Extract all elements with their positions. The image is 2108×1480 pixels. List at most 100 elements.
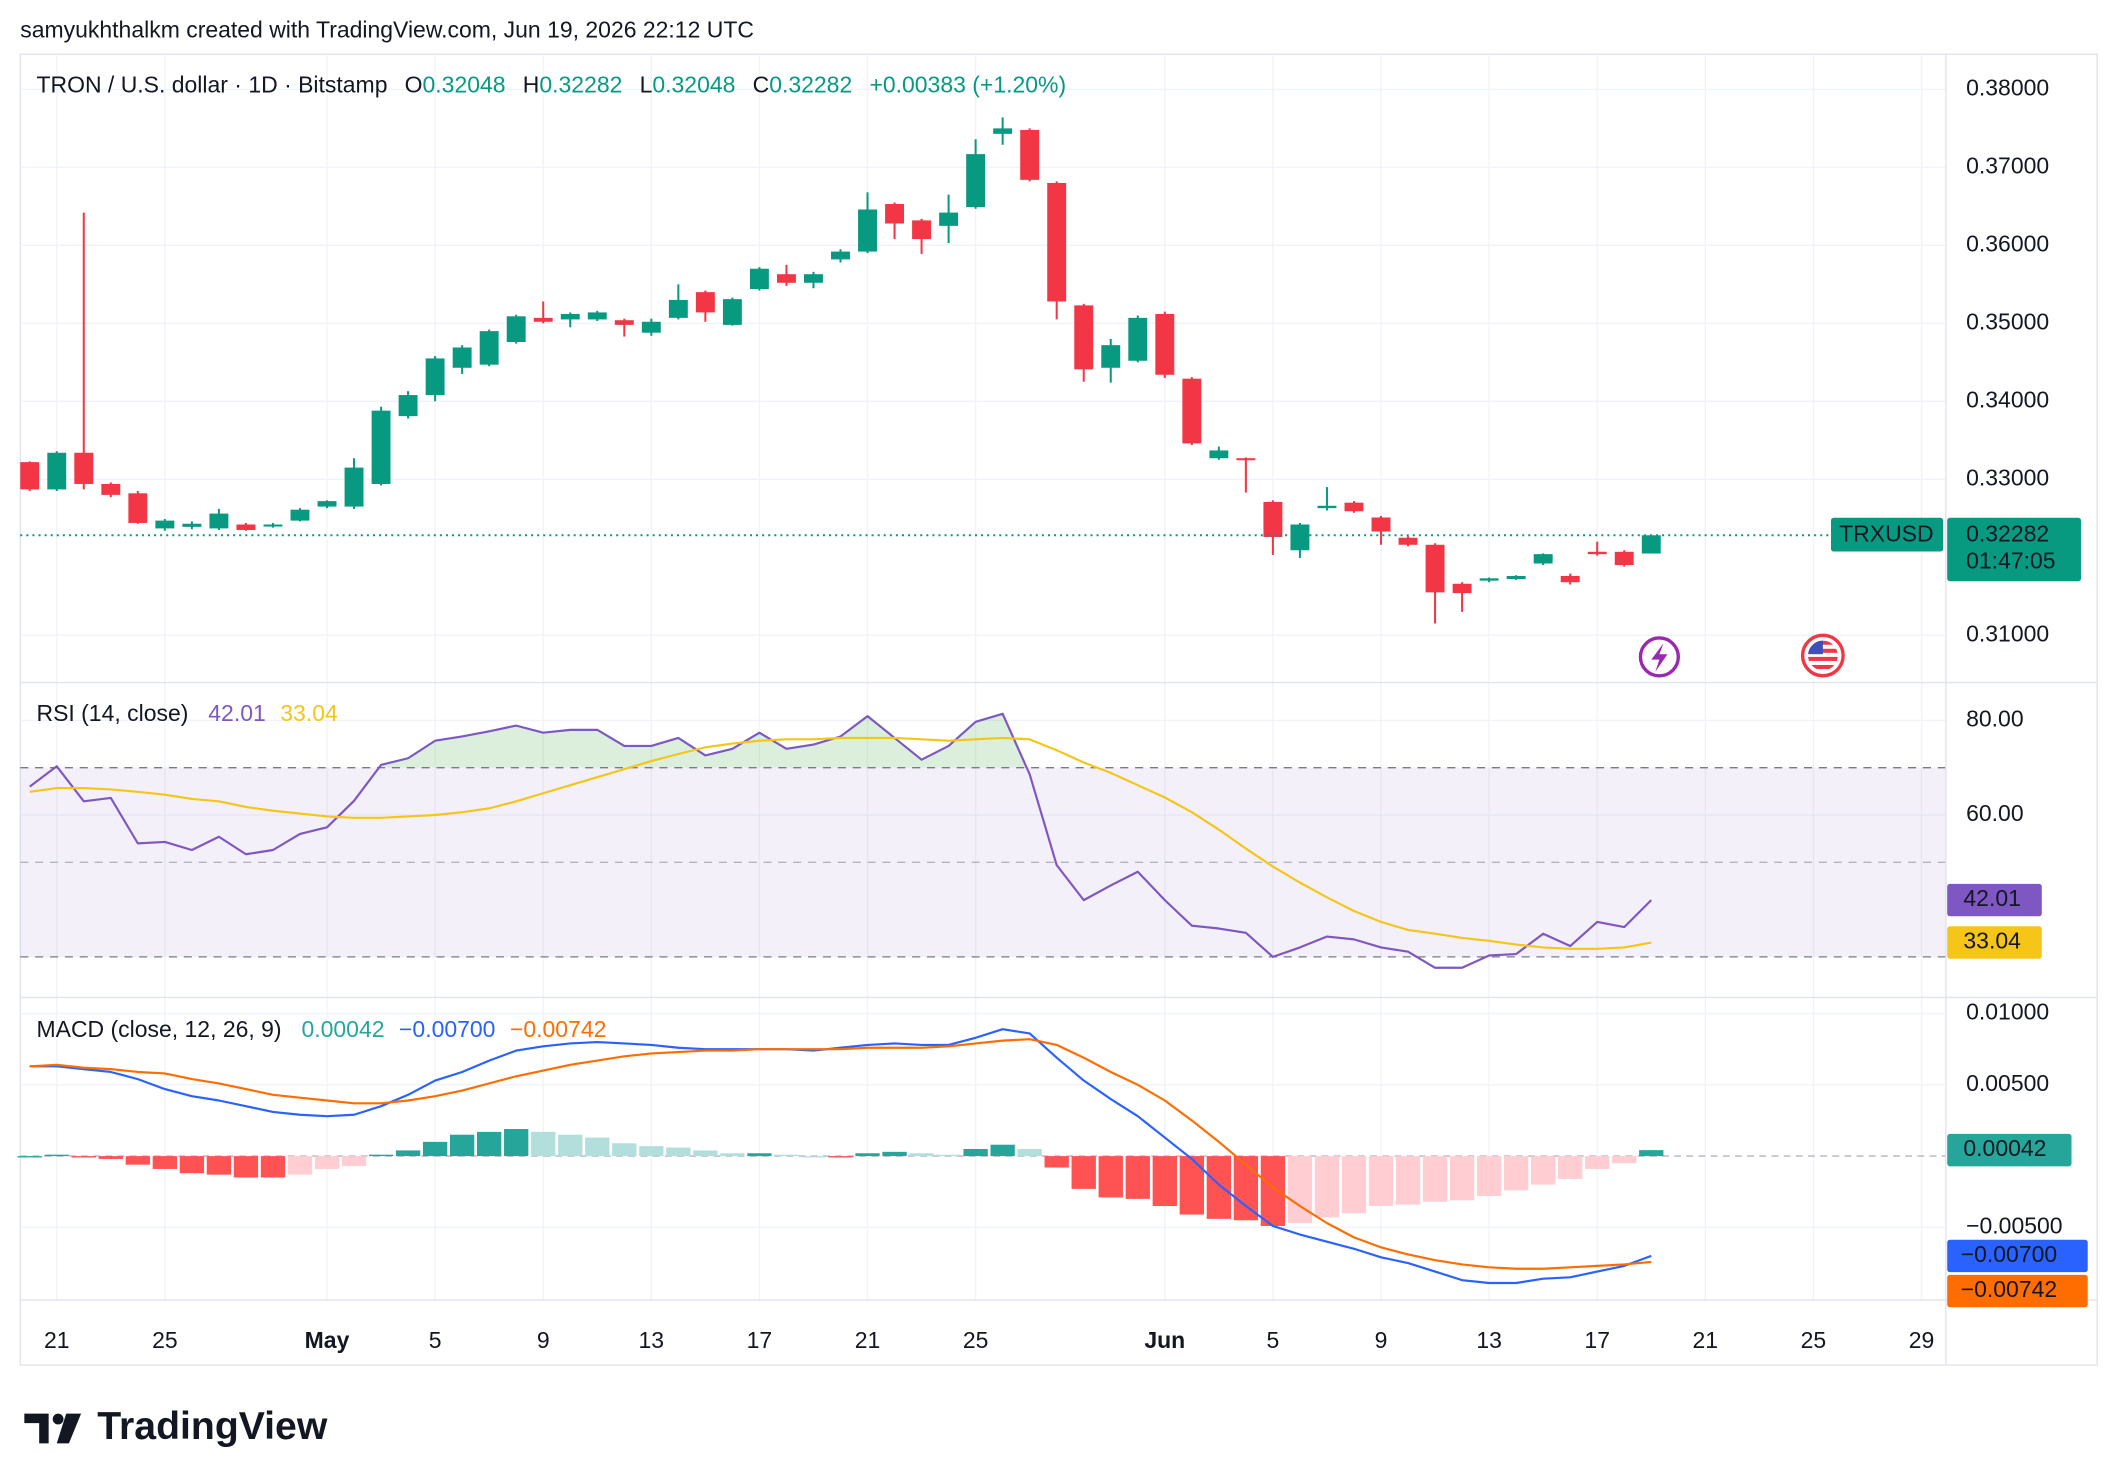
price-legend: TRON / U.S. dollar · 1D · Bitstamp O0.32… <box>36 72 1066 98</box>
candle-body <box>1290 524 1310 551</box>
histogram-bar <box>395 1150 421 1157</box>
candle-body <box>804 274 823 283</box>
value-tag-label: 33.04 <box>1963 928 2021 954</box>
candle-body <box>290 509 310 521</box>
y-tick-label: 0.31000 <box>1966 620 2049 646</box>
histogram-bar <box>1287 1156 1313 1224</box>
histogram-bar <box>341 1156 367 1167</box>
candle-body <box>506 316 526 343</box>
candle-body <box>587 312 607 320</box>
histogram-bar <box>233 1156 259 1178</box>
candle-body <box>695 292 715 313</box>
candle-body <box>74 452 94 484</box>
symbol-tag-label: TRXUSD <box>1839 520 1933 546</box>
histogram-bar <box>855 1153 880 1157</box>
candle-body <box>1533 554 1553 564</box>
candle-body <box>155 520 175 529</box>
histogram-bar <box>747 1153 772 1157</box>
histogram-bar <box>1531 1156 1556 1185</box>
histogram-bar <box>1260 1156 1286 1226</box>
candle-body <box>1614 551 1634 566</box>
candle-body <box>749 268 769 290</box>
histogram-bar <box>1044 1156 1069 1168</box>
price-tag <box>1947 517 2081 582</box>
x-tick-label: Jun <box>1144 1327 1185 1353</box>
close-value: 0.32282 <box>769 72 852 98</box>
rsi-line <box>29 712 1653 969</box>
countdown-label: 01:47:05 <box>1966 547 2055 573</box>
x-tick-label: 21 <box>855 1327 881 1353</box>
candle-body <box>263 524 283 527</box>
x-tick-label: 17 <box>747 1327 773 1353</box>
chart-frame <box>19 53 2098 1366</box>
price-tag-label: 0.32282 <box>1966 520 2049 546</box>
histogram-bar <box>260 1156 286 1178</box>
histogram-bar <box>206 1156 232 1175</box>
lightning-glyph <box>1651 643 1668 672</box>
candle-body <box>344 467 364 507</box>
ohlc-key: O <box>405 72 423 98</box>
x-tick-label: 9 <box>537 1327 550 1353</box>
event-icon[interactable] <box>1638 636 1680 678</box>
candle-body <box>641 321 661 333</box>
histogram-bar <box>1639 1150 1664 1157</box>
value-tag-label: −0.00700 <box>1961 1241 2057 1267</box>
histogram-bar <box>774 1154 799 1157</box>
histogram-bar <box>314 1156 340 1169</box>
logo-mark <box>56 1413 82 1444</box>
y-tick-label: 0.38000 <box>1966 74 2049 100</box>
histogram-bar <box>1071 1156 1096 1189</box>
y-tick-label: 60.00 <box>1966 800 2023 826</box>
histogram-bar <box>152 1156 178 1169</box>
histogram-bar <box>1152 1156 1177 1207</box>
x-tick-label: 25 <box>1801 1327 1827 1353</box>
rsi-ma-value: 33.04 <box>280 700 338 726</box>
x-tick-label: 21 <box>1693 1327 1719 1353</box>
histogram-bar <box>71 1156 96 1158</box>
histogram-bar <box>1125 1156 1150 1199</box>
candle-body <box>1074 305 1094 370</box>
ohlc-key: H <box>523 72 540 98</box>
candle-body <box>722 299 742 325</box>
open-value: 0.32048 <box>423 72 506 98</box>
candle-body <box>317 501 337 507</box>
histogram-bar <box>44 1154 69 1157</box>
y-tick-label: 0.01000 <box>1966 999 2049 1025</box>
y-tick-label: 0.00500 <box>1966 1070 2049 1096</box>
candle-body <box>668 299 688 318</box>
candle-body <box>1506 575 1526 580</box>
candle-body <box>47 452 67 490</box>
economic-event-icon[interactable] <box>1800 633 1845 678</box>
x-tick-label: May <box>305 1327 350 1353</box>
y-tick-label: 0.36000 <box>1966 230 2049 256</box>
candle-body <box>479 331 499 365</box>
candle-body <box>236 524 256 530</box>
histogram-bar <box>1017 1148 1042 1157</box>
candle-body <box>398 395 418 417</box>
ohlc-key: C <box>753 72 770 98</box>
x-tick-label: 17 <box>1584 1327 1610 1353</box>
histogram-bar <box>449 1134 475 1157</box>
candle-body <box>1425 544 1445 593</box>
x-tick-label: 13 <box>639 1327 665 1353</box>
candle-body <box>1209 450 1229 459</box>
candle-body <box>1047 182 1067 302</box>
histogram-bar <box>422 1141 448 1157</box>
logo-mark <box>52 1413 64 1425</box>
candle-body <box>912 220 932 240</box>
histogram-bar <box>1233 1156 1259 1221</box>
histogram-bar <box>990 1144 1015 1157</box>
histogram-bar <box>1558 1156 1583 1179</box>
rsi-legend: RSI (14, close) 42.01 33.04 <box>36 700 337 726</box>
signal-line <box>29 1038 1652 1270</box>
y-tick-label: 0.34000 <box>1966 386 2049 412</box>
value-tag <box>1947 926 2042 959</box>
candle-body <box>560 313 580 320</box>
histogram-bar <box>125 1156 150 1165</box>
y-tick-label: 0.35000 <box>1966 308 2049 334</box>
marks-layer <box>17 117 1831 1285</box>
histogram-bar <box>639 1146 664 1157</box>
candle-body <box>128 493 148 523</box>
candle-body <box>939 212 959 226</box>
